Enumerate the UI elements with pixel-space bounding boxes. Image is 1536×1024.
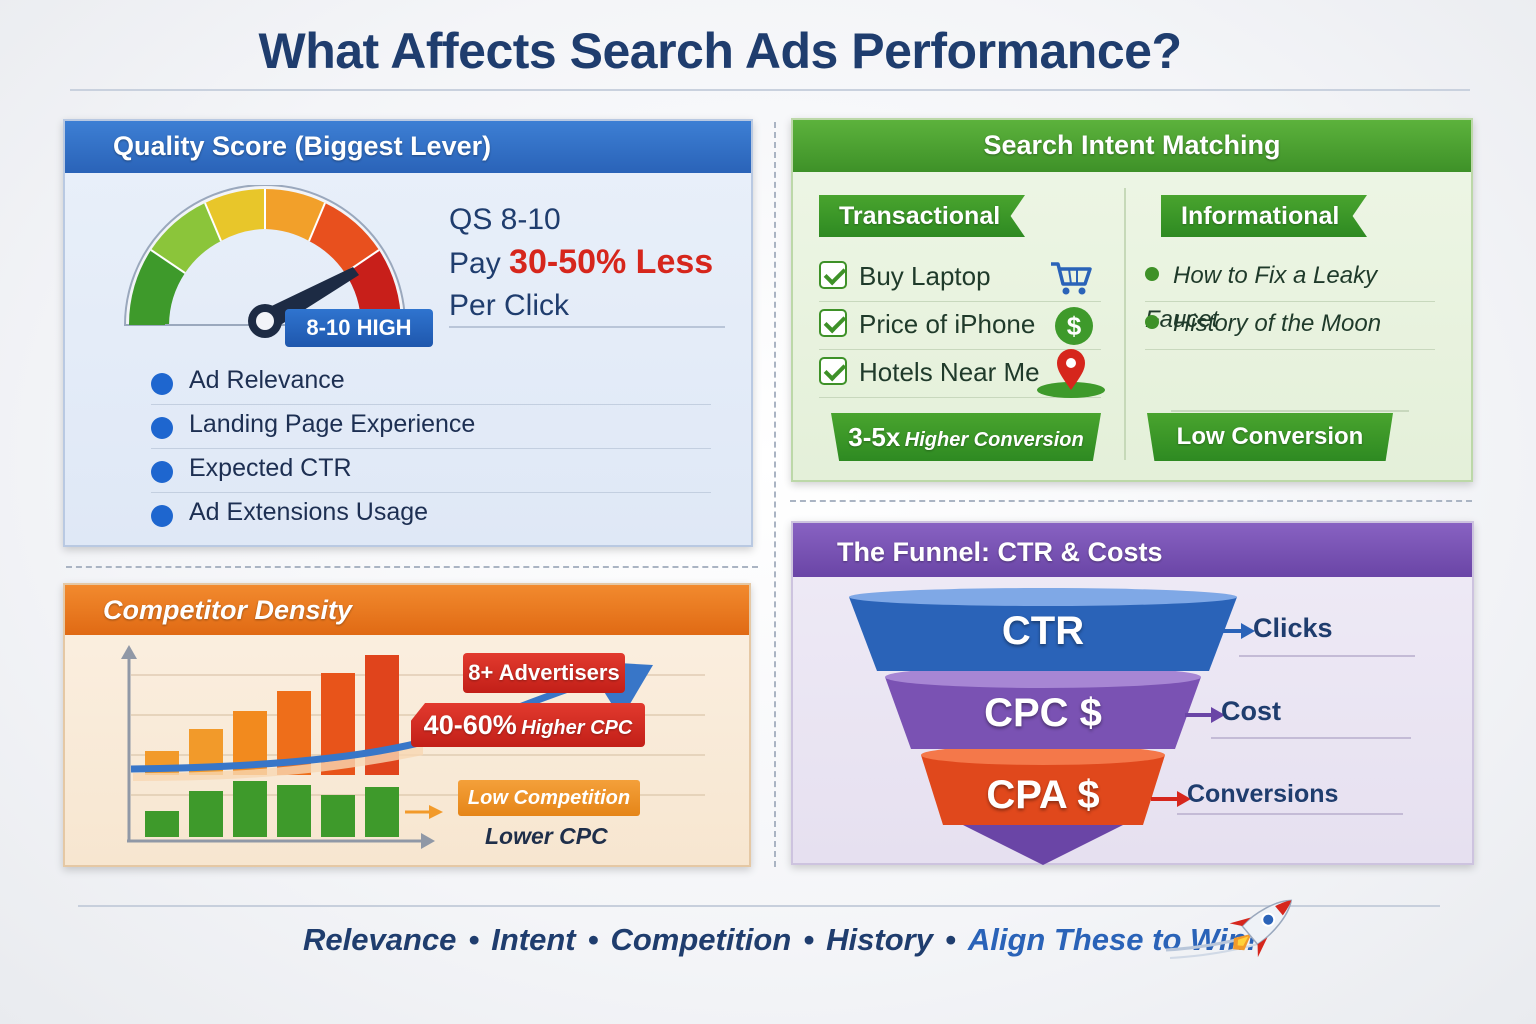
- bullet-icon: [1145, 266, 1159, 281]
- informational-label: Informational: [1161, 195, 1367, 237]
- transactional-result: 3-5x Higher Conversion: [831, 413, 1101, 461]
- advertisers-tag: 8+ Advertisers: [463, 653, 625, 693]
- search-intent-panel: Search Intent Matching Transactional Buy…: [791, 118, 1473, 482]
- funnel-outcome-conversions: Conversions: [1187, 780, 1339, 808]
- higher-cpc-text: Higher CPC: [521, 717, 633, 739]
- funnel-outcome-clicks: Clicks: [1253, 613, 1333, 643]
- informational-item: History of the Moon: [1145, 302, 1435, 350]
- conversions-arrow-icon: [1151, 791, 1191, 807]
- quality-score-panel: Quality Score (Biggest Lever) 8-10 HIGH …: [63, 119, 753, 547]
- qs-divider: [449, 326, 725, 328]
- transactional-result-text: Higher Conversion: [904, 429, 1084, 451]
- funnel-stage-label: CTR: [1001, 609, 1085, 653]
- low-competition-tag: Low Competition: [458, 780, 640, 816]
- qs-factor: Ad Relevance: [151, 361, 711, 405]
- dollar-coin-icon: $: [1055, 307, 1093, 345]
- qs-pay: Pay: [449, 247, 501, 280]
- footer-separator: •: [587, 922, 599, 957]
- transactional-item: Buy Laptop: [819, 254, 1101, 302]
- transactional-item-text: Price of iPhone: [859, 309, 1036, 339]
- checkmark-icon: [819, 261, 847, 290]
- quality-score-header: Quality Score (Biggest Lever): [65, 121, 751, 173]
- footer-separator: •: [803, 922, 815, 957]
- rocket-icon: [1165, 899, 1293, 959]
- funnel-outcome-rule: [1211, 737, 1411, 739]
- funnel-panel: The Funnel: CTR & Costs CTR CPC $ CPA $ …: [791, 521, 1474, 865]
- quality-gauge: [123, 185, 407, 338]
- qs-per-click: Per Click: [449, 289, 570, 322]
- transactional-list: Buy Laptop Price of iPhone $ Hotels Near…: [819, 254, 1105, 398]
- footer-item: Competition: [610, 922, 792, 957]
- transactional-item-text: Hotels Near Me: [859, 357, 1040, 387]
- funnel-stage-cpc: [885, 666, 1201, 749]
- checkmark-icon: [819, 309, 847, 338]
- higher-cpc-tag: 40-60% Higher CPC: [411, 703, 645, 747]
- shopping-cart-icon: [1051, 262, 1092, 295]
- qs-summary: QS 8-10 Pay 30-50% Less Per Click: [449, 199, 713, 327]
- low-competition-bars: [145, 781, 399, 837]
- informational-list: How to Fix a Leaky Faucet History of the…: [1145, 254, 1435, 350]
- competitor-density-header: Competitor Density: [65, 585, 749, 635]
- cost-arrow-icon: [1185, 707, 1225, 723]
- footer-divider: [78, 905, 1440, 907]
- footer-item: Intent: [491, 922, 576, 957]
- footer-cta: Align These to Win!: [967, 922, 1257, 957]
- checkmark-icon: [819, 357, 847, 386]
- bullet-icon: [1145, 314, 1159, 329]
- competition-chart: [121, 645, 705, 849]
- svg-text:$: $: [1067, 311, 1082, 341]
- funnel-outcome-cost: Cost: [1221, 696, 1281, 726]
- qs-factor-list: Ad Relevance Landing Page Experience Exp…: [151, 361, 711, 537]
- funnel-outcome-rule: [1239, 655, 1415, 657]
- map-pin-icon: [1037, 349, 1105, 398]
- transactional-result-multiplier: 3-5x: [848, 422, 901, 452]
- higher-cpc-percent: 40-60%: [423, 710, 517, 740]
- transactional-item: Hotels Near Me: [819, 349, 1105, 398]
- funnel-stage-cpa: [921, 745, 1165, 865]
- qs-savings: Pay 30-50% Less: [449, 241, 713, 285]
- left-divider: [66, 566, 758, 568]
- transactional-label: Transactional: [819, 195, 1025, 237]
- funnel-diagram: [849, 588, 1237, 865]
- funnel-header: The Funnel: CTR & Costs: [793, 523, 1472, 577]
- informational-item: How to Fix a Leaky Faucet: [1145, 254, 1435, 333]
- funnel-stage-label: CPA $: [986, 773, 1100, 817]
- transactional-item: Price of iPhone $: [819, 302, 1101, 350]
- clicks-arrow-icon: [1215, 623, 1255, 639]
- gauge-needle: [248, 267, 359, 338]
- gauge-segments: [128, 189, 402, 325]
- funnel-outcome-rule: [1177, 813, 1403, 815]
- qs-savings-highlight: 30-50% Less: [509, 243, 714, 281]
- informational-item-text: How to Fix a Leaky Faucet: [1145, 262, 1378, 333]
- right-divider: [790, 500, 1472, 502]
- qs-factor: Expected CTR: [151, 449, 711, 493]
- qs-factor: Ad Extensions Usage: [151, 493, 711, 537]
- competitor-density-panel: Competitor Density: [63, 583, 751, 867]
- informational-result: Low Conversion: [1147, 413, 1393, 461]
- footer-item: History: [826, 922, 933, 957]
- search-intent-header: Search Intent Matching: [793, 120, 1471, 172]
- transactional-item-text: Buy Laptop: [859, 261, 991, 291]
- footer-item: Relevance: [303, 922, 457, 957]
- intent-column-divider: [1124, 188, 1126, 460]
- informational-item-text: History of the Moon: [1173, 310, 1382, 337]
- page-title: What Affects Search Ads Performance?: [258, 23, 1183, 79]
- funnel-stage-label: CPC $: [984, 691, 1102, 735]
- footer-separator: •: [468, 922, 480, 957]
- footer-separator: •: [944, 922, 956, 957]
- lower-cpc-label: Lower CPC: [485, 823, 608, 849]
- vertical-divider: [774, 122, 776, 867]
- informational-spacer-rule: [1171, 410, 1409, 412]
- gauge-badge: 8-10 HIGH: [285, 309, 433, 347]
- qs-range: QS 8-10: [449, 203, 561, 236]
- qs-factor: Landing Page Experience: [151, 405, 711, 449]
- title-divider: [70, 89, 1470, 91]
- footer-tagline: Relevance • Intent • Competition • History • Ali…: [303, 922, 1257, 958]
- funnel-stage-ctr: [849, 588, 1237, 671]
